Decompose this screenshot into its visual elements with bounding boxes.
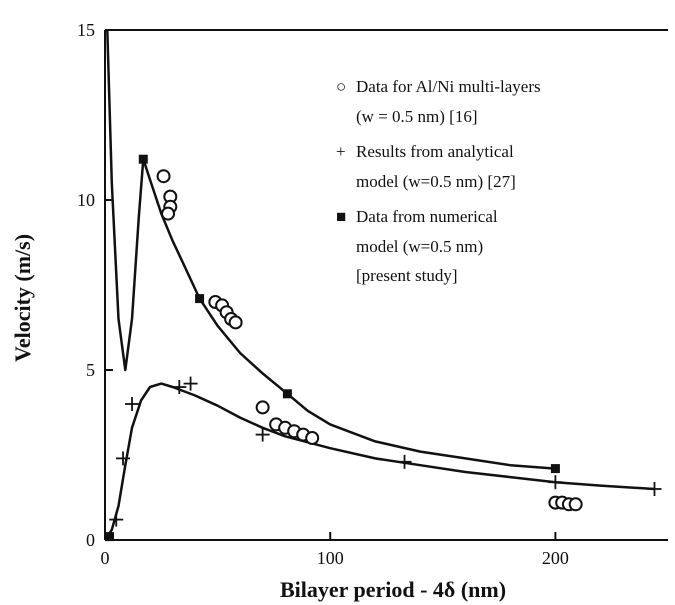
y-tick-label: 15: [77, 20, 95, 40]
square-point: [195, 294, 205, 304]
plus-point: [255, 427, 270, 442]
legend-series-3-line-1: Data from numerical: [356, 207, 498, 226]
square-point: [105, 532, 115, 542]
circle-point: [161, 206, 176, 221]
square-point: [138, 154, 148, 164]
plus-point: [125, 397, 140, 411]
plus-point: [548, 475, 563, 490]
square-point: [550, 464, 560, 474]
plus-point: [116, 451, 131, 466]
data-markers: [105, 154, 662, 542]
plus-point: [109, 512, 124, 527]
y-tick-label: 0: [86, 530, 95, 550]
x-tick-label: 100: [317, 548, 344, 568]
legend-series-2-line-1: Results from analytical: [356, 142, 514, 161]
legend-series-1-line-1: Data for Al/Ni multi-layers: [356, 77, 541, 96]
x-tick-label: 200: [542, 548, 569, 568]
legend-series-3-line-2: model (w=0.5 nm): [356, 237, 483, 256]
circle-point: [568, 497, 583, 512]
fit-curve-2: [103, 382, 655, 541]
circle-point: [255, 400, 270, 415]
x-axis-label: Bilayer period - 4δ (nm): [280, 577, 506, 602]
circle-point: [305, 431, 320, 445]
legend-series-3-line-3: [present study]: [356, 266, 458, 285]
axes: 0 100 200 0 5 10 15: [77, 20, 569, 568]
legend-symbol-circle: ○: [336, 77, 346, 96]
x-tick-label: 0: [101, 548, 110, 568]
plus-point: [647, 482, 662, 496]
plus-point: [397, 454, 412, 469]
plot-frame: [104, 29, 668, 541]
plus-point: [183, 376, 198, 391]
legend-symbol-plus: +: [336, 142, 346, 161]
circle-point: [156, 169, 171, 184]
y-tick-label: 5: [86, 360, 95, 380]
y-tick-label: 10: [77, 190, 95, 210]
legend: ○ Data for Al/Ni multi-layers (w = 0.5 n…: [336, 77, 541, 285]
square-point: [282, 389, 292, 399]
legend-symbol-square: ■: [336, 207, 346, 226]
circle-point: [228, 315, 243, 330]
plus-point: [172, 380, 187, 394]
legend-series-1-line-2: (w = 0.5 nm) [16]: [356, 107, 477, 126]
y-axis-label: Velocity (m/s): [10, 234, 35, 362]
legend-series-2-line-2: model (w=0.5 nm) [27]: [356, 172, 516, 191]
